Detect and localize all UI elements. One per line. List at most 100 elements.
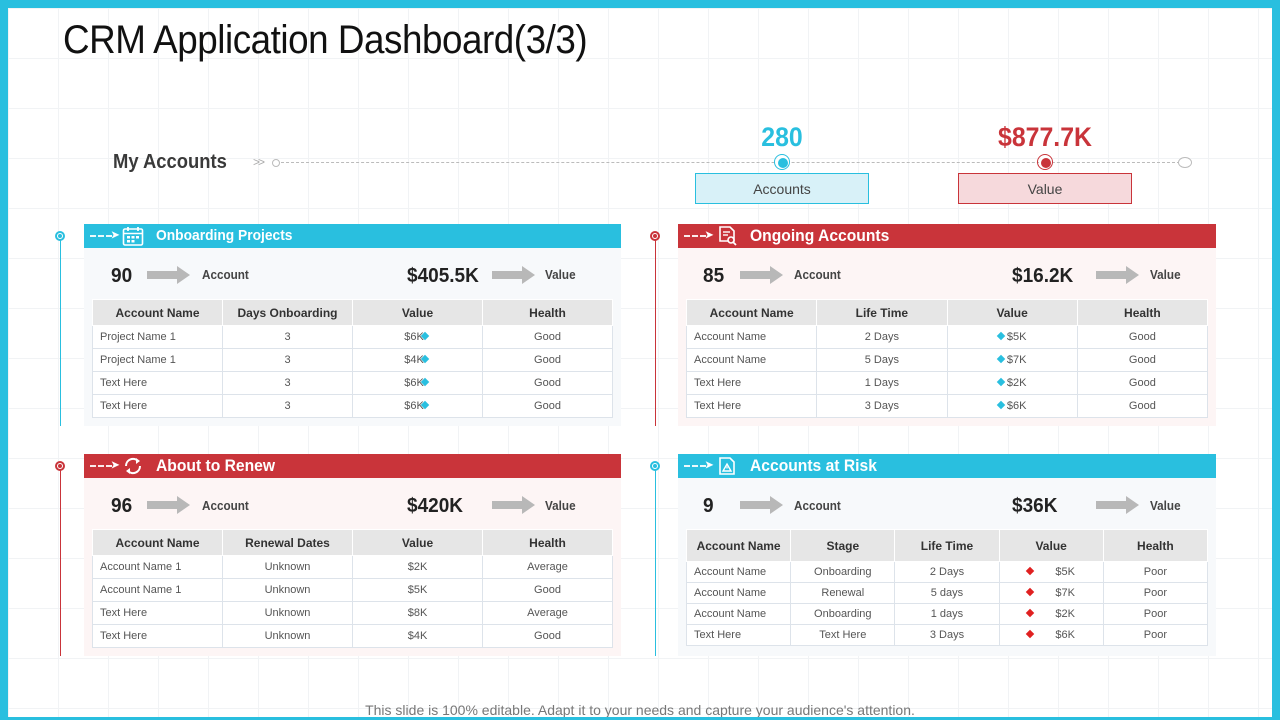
ongoing-value: $16.2K [1012, 265, 1074, 287]
ongoing-vline [655, 236, 656, 426]
cell-text: Average [527, 561, 568, 573]
table-cell: Onboarding [790, 603, 896, 625]
column-header: Account Name [685, 299, 818, 326]
table-row: Account Name Onboarding 1 days $2K Poor [685, 603, 1209, 625]
table-row: Account Name Onboarding 2 Days $5K Poor [685, 561, 1209, 583]
renew-value-label: Value [545, 498, 576, 513]
table-cell: Good [1076, 394, 1209, 418]
cell-text: Text Here [100, 377, 148, 389]
cell-text: $4K [407, 630, 428, 642]
table-row: Project Name 1 3 $6K Good [92, 325, 613, 349]
table-cell: $2K [352, 555, 483, 579]
table-cell: Unknown [222, 578, 353, 602]
onboarding-vline [60, 236, 61, 426]
timeline-start-dot [272, 159, 280, 167]
cell-text: Poor [1143, 566, 1167, 578]
cell-text: 3 Days [864, 400, 899, 412]
table-cell: $6K [998, 624, 1104, 646]
cell-text: Account Name [694, 608, 767, 620]
column-header: Health [1076, 299, 1209, 326]
diamond-marker-icon [996, 400, 1006, 410]
cell-text: Poor [1143, 608, 1167, 620]
cell-text: Account Name [694, 587, 767, 599]
table-cell: 1 days [894, 603, 1000, 625]
gray-arrow-icon [147, 496, 190, 514]
cell-text: Account Name [694, 331, 767, 343]
cell-text: Good [1128, 331, 1156, 343]
table-cell: Unknown [222, 624, 353, 648]
cell-text: 2 Days [929, 566, 965, 578]
renew-table: Account Name Renewal Dates Value Health Acco… [92, 529, 613, 648]
column-header: Stage [790, 529, 896, 562]
risk-vline [655, 466, 656, 656]
cell-text: Unknown [264, 630, 311, 642]
onboarding-table: Account Name Days Onboarding Value Health Pr… [92, 299, 613, 418]
cell-text: Account Name [694, 566, 767, 578]
table-cell: 3 [222, 348, 353, 372]
table-cell: Text Here [685, 371, 818, 395]
ongoing-table: Account Name Life Time Value Health Account … [685, 299, 1209, 418]
ongoing-count-label: Account [794, 267, 841, 282]
risk-title: Accounts at Risk [750, 456, 877, 475]
risk-count: 9 [703, 495, 714, 517]
table-cell: Account Name [685, 325, 818, 349]
table-cell: $2K [946, 371, 1078, 395]
table-cell: Text Here [92, 601, 223, 625]
table-cell: $8K [352, 601, 483, 625]
diamond-marker-icon [1026, 587, 1035, 597]
cell-text: 3 [284, 400, 291, 412]
arrow-icon: ➤ [705, 230, 714, 241]
table-cell: Account Name [685, 348, 818, 372]
onboarding-count-label: Account [202, 267, 249, 282]
table-header-row: Account Name Days Onboarding Value Health [92, 299, 613, 326]
page-title: CRM Application Dashboard(3/3) [63, 18, 588, 62]
cell-text: $2K [407, 561, 428, 573]
table-row: Account Name Renewal 5 days $7K Poor [685, 582, 1209, 604]
diamond-marker-icon [996, 331, 1006, 341]
table-cell: 3 [222, 394, 353, 418]
table-row: Account Name 5 Days $7K Good [685, 348, 1209, 372]
cell-text: $6K [404, 400, 424, 412]
cell-text: $7K [1006, 354, 1027, 366]
cell-text: Poor [1143, 629, 1167, 641]
cell-text: Good [534, 630, 561, 642]
table-cell: $5K [998, 561, 1104, 583]
table-cell: Good [482, 394, 613, 418]
onboarding-pin [55, 231, 65, 241]
renew-vline [60, 466, 61, 656]
diamond-marker-icon [1026, 629, 1035, 639]
accounts-button[interactable]: Accounts [695, 173, 869, 204]
gray-arrow-icon [492, 496, 535, 514]
gray-arrow-icon [147, 266, 190, 284]
calendar-icon [122, 227, 144, 246]
diamond-marker-icon [996, 377, 1006, 387]
table-cell: Account Name 1 [92, 555, 223, 579]
column-header: Account Name [685, 529, 792, 562]
refresh-icon [124, 457, 142, 475]
renew-pin [55, 461, 65, 471]
table-cell: 5 days [894, 582, 1000, 604]
cell-text: $2K [1055, 608, 1075, 620]
table-cell: $5K [352, 578, 483, 602]
value-button[interactable]: Value [958, 173, 1132, 204]
table-row: Text Here 3 $6K Good [92, 394, 613, 418]
table-cell: Account Name [685, 603, 792, 625]
cell-text: $5K [1055, 566, 1075, 578]
ongoing-count: 85 [703, 265, 725, 287]
header-connector [684, 235, 706, 237]
table-cell: Account Name 1 [92, 578, 223, 602]
ongoing-value-label: Value [1150, 267, 1181, 282]
table-cell: 3 Days [816, 394, 948, 418]
table-row: Account Name 1 Unknown $2K Average [92, 555, 613, 579]
cell-text: 5 Days [864, 354, 899, 366]
renew-value: $420K [407, 495, 463, 517]
header-connector [684, 465, 706, 467]
table-cell: Onboarding [790, 561, 896, 583]
table-cell: 2 Days [894, 561, 1000, 583]
timeline-end-dot [1178, 157, 1192, 168]
ongoing-pin [650, 231, 660, 241]
gray-arrow-icon [1096, 496, 1139, 514]
cell-text: 3 [284, 377, 291, 389]
gray-arrow-icon [492, 266, 535, 284]
column-header: Value [998, 529, 1104, 562]
